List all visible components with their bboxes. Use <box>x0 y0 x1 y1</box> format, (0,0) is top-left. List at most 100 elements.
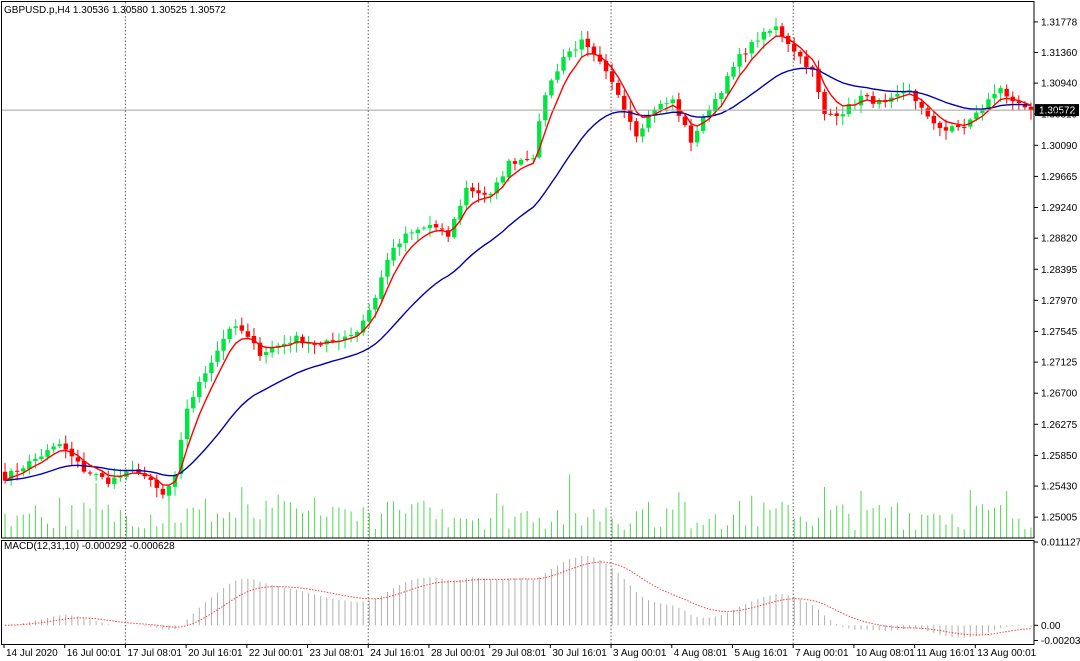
candle[interactable] <box>421 225 427 231</box>
candle[interactable] <box>567 47 572 61</box>
candle[interactable] <box>379 270 384 304</box>
candle[interactable] <box>439 223 445 236</box>
candle[interactable] <box>573 41 578 58</box>
candle[interactable] <box>361 314 366 337</box>
candle[interactable] <box>755 31 760 48</box>
candle[interactable] <box>877 97 882 109</box>
candle[interactable] <box>263 346 269 364</box>
candle[interactable] <box>549 78 554 99</box>
candle[interactable] <box>670 95 675 110</box>
candle[interactable] <box>537 113 542 159</box>
candle[interactable] <box>1016 95 1022 110</box>
candle[interactable] <box>518 157 524 167</box>
candle[interactable] <box>494 177 499 200</box>
candle[interactable] <box>597 46 603 65</box>
candle[interactable] <box>792 37 797 61</box>
candle[interactable] <box>445 226 451 243</box>
candle[interactable] <box>1004 84 1009 104</box>
candle[interactable] <box>992 84 997 105</box>
candle[interactable] <box>749 39 754 60</box>
candle[interactable] <box>93 472 99 481</box>
candle[interactable] <box>397 238 402 256</box>
candle[interactable] <box>524 150 530 162</box>
candle[interactable] <box>949 123 955 134</box>
candle[interactable] <box>561 49 566 75</box>
candle[interactable] <box>512 158 518 171</box>
candle[interactable] <box>846 97 852 118</box>
candle[interactable] <box>622 89 627 119</box>
candle[interactable] <box>118 469 123 482</box>
candle[interactable] <box>822 88 827 121</box>
candle[interactable] <box>178 432 184 479</box>
candle[interactable] <box>919 98 924 115</box>
candle[interactable] <box>21 465 26 477</box>
candle[interactable] <box>731 61 736 80</box>
candle[interactable] <box>585 31 591 57</box>
candle[interactable] <box>694 126 700 147</box>
candle[interactable] <box>676 92 682 122</box>
candle[interactable] <box>864 92 870 101</box>
candle[interactable] <box>14 463 20 481</box>
candle[interactable] <box>45 444 50 461</box>
candle[interactable] <box>221 329 226 361</box>
candle[interactable] <box>634 118 639 143</box>
candle[interactable] <box>895 85 900 102</box>
candle[interactable] <box>640 123 645 143</box>
candle[interactable] <box>191 390 196 413</box>
candle[interactable] <box>403 226 408 252</box>
candle[interactable] <box>166 484 172 501</box>
candle[interactable] <box>106 470 111 488</box>
candle[interactable] <box>615 79 621 98</box>
candle[interactable] <box>239 317 244 334</box>
candle[interactable] <box>160 484 166 499</box>
candle[interactable] <box>306 335 311 353</box>
candle[interactable] <box>767 28 773 37</box>
candle[interactable] <box>348 327 354 343</box>
candle[interactable] <box>980 104 985 121</box>
candle[interactable] <box>300 334 305 348</box>
candle[interactable] <box>943 119 949 140</box>
candle[interactable] <box>779 22 785 43</box>
candle[interactable] <box>482 186 487 203</box>
candle[interactable] <box>476 182 481 203</box>
candle[interactable] <box>209 355 214 382</box>
candle[interactable] <box>63 435 68 459</box>
candle[interactable] <box>215 341 220 367</box>
candle[interactable] <box>798 50 803 64</box>
candle[interactable] <box>743 48 748 63</box>
candle[interactable] <box>282 335 287 355</box>
candle[interactable] <box>57 439 62 449</box>
candle[interactable] <box>961 118 967 135</box>
candle[interactable] <box>500 170 506 186</box>
candle[interactable] <box>409 229 414 241</box>
candle[interactable] <box>974 105 979 122</box>
candle[interactable] <box>197 376 202 403</box>
candle[interactable] <box>931 111 937 130</box>
candle[interactable] <box>603 54 609 80</box>
candle[interactable] <box>51 442 56 453</box>
candle[interactable] <box>579 31 584 58</box>
candle[interactable] <box>737 47 742 75</box>
candle[interactable] <box>785 32 791 53</box>
candle[interactable] <box>591 42 597 62</box>
candle[interactable] <box>646 110 651 133</box>
candle[interactable] <box>543 92 548 127</box>
candle[interactable] <box>227 326 232 344</box>
candle[interactable] <box>955 119 961 131</box>
candle[interactable] <box>233 319 238 336</box>
candle[interactable] <box>555 63 560 84</box>
candle[interactable] <box>391 239 396 267</box>
candle[interactable] <box>87 470 93 476</box>
candle[interactable] <box>470 182 475 198</box>
candle[interactable] <box>870 91 876 108</box>
candlesticks[interactable] <box>2 17 1034 501</box>
candle[interactable] <box>628 101 633 131</box>
candle[interactable] <box>39 448 44 461</box>
candle[interactable] <box>773 17 779 38</box>
candle[interactable] <box>385 252 390 285</box>
candle[interactable] <box>257 336 263 361</box>
candle[interactable] <box>937 121 943 137</box>
candle[interactable] <box>433 220 439 231</box>
candle[interactable] <box>154 474 159 498</box>
